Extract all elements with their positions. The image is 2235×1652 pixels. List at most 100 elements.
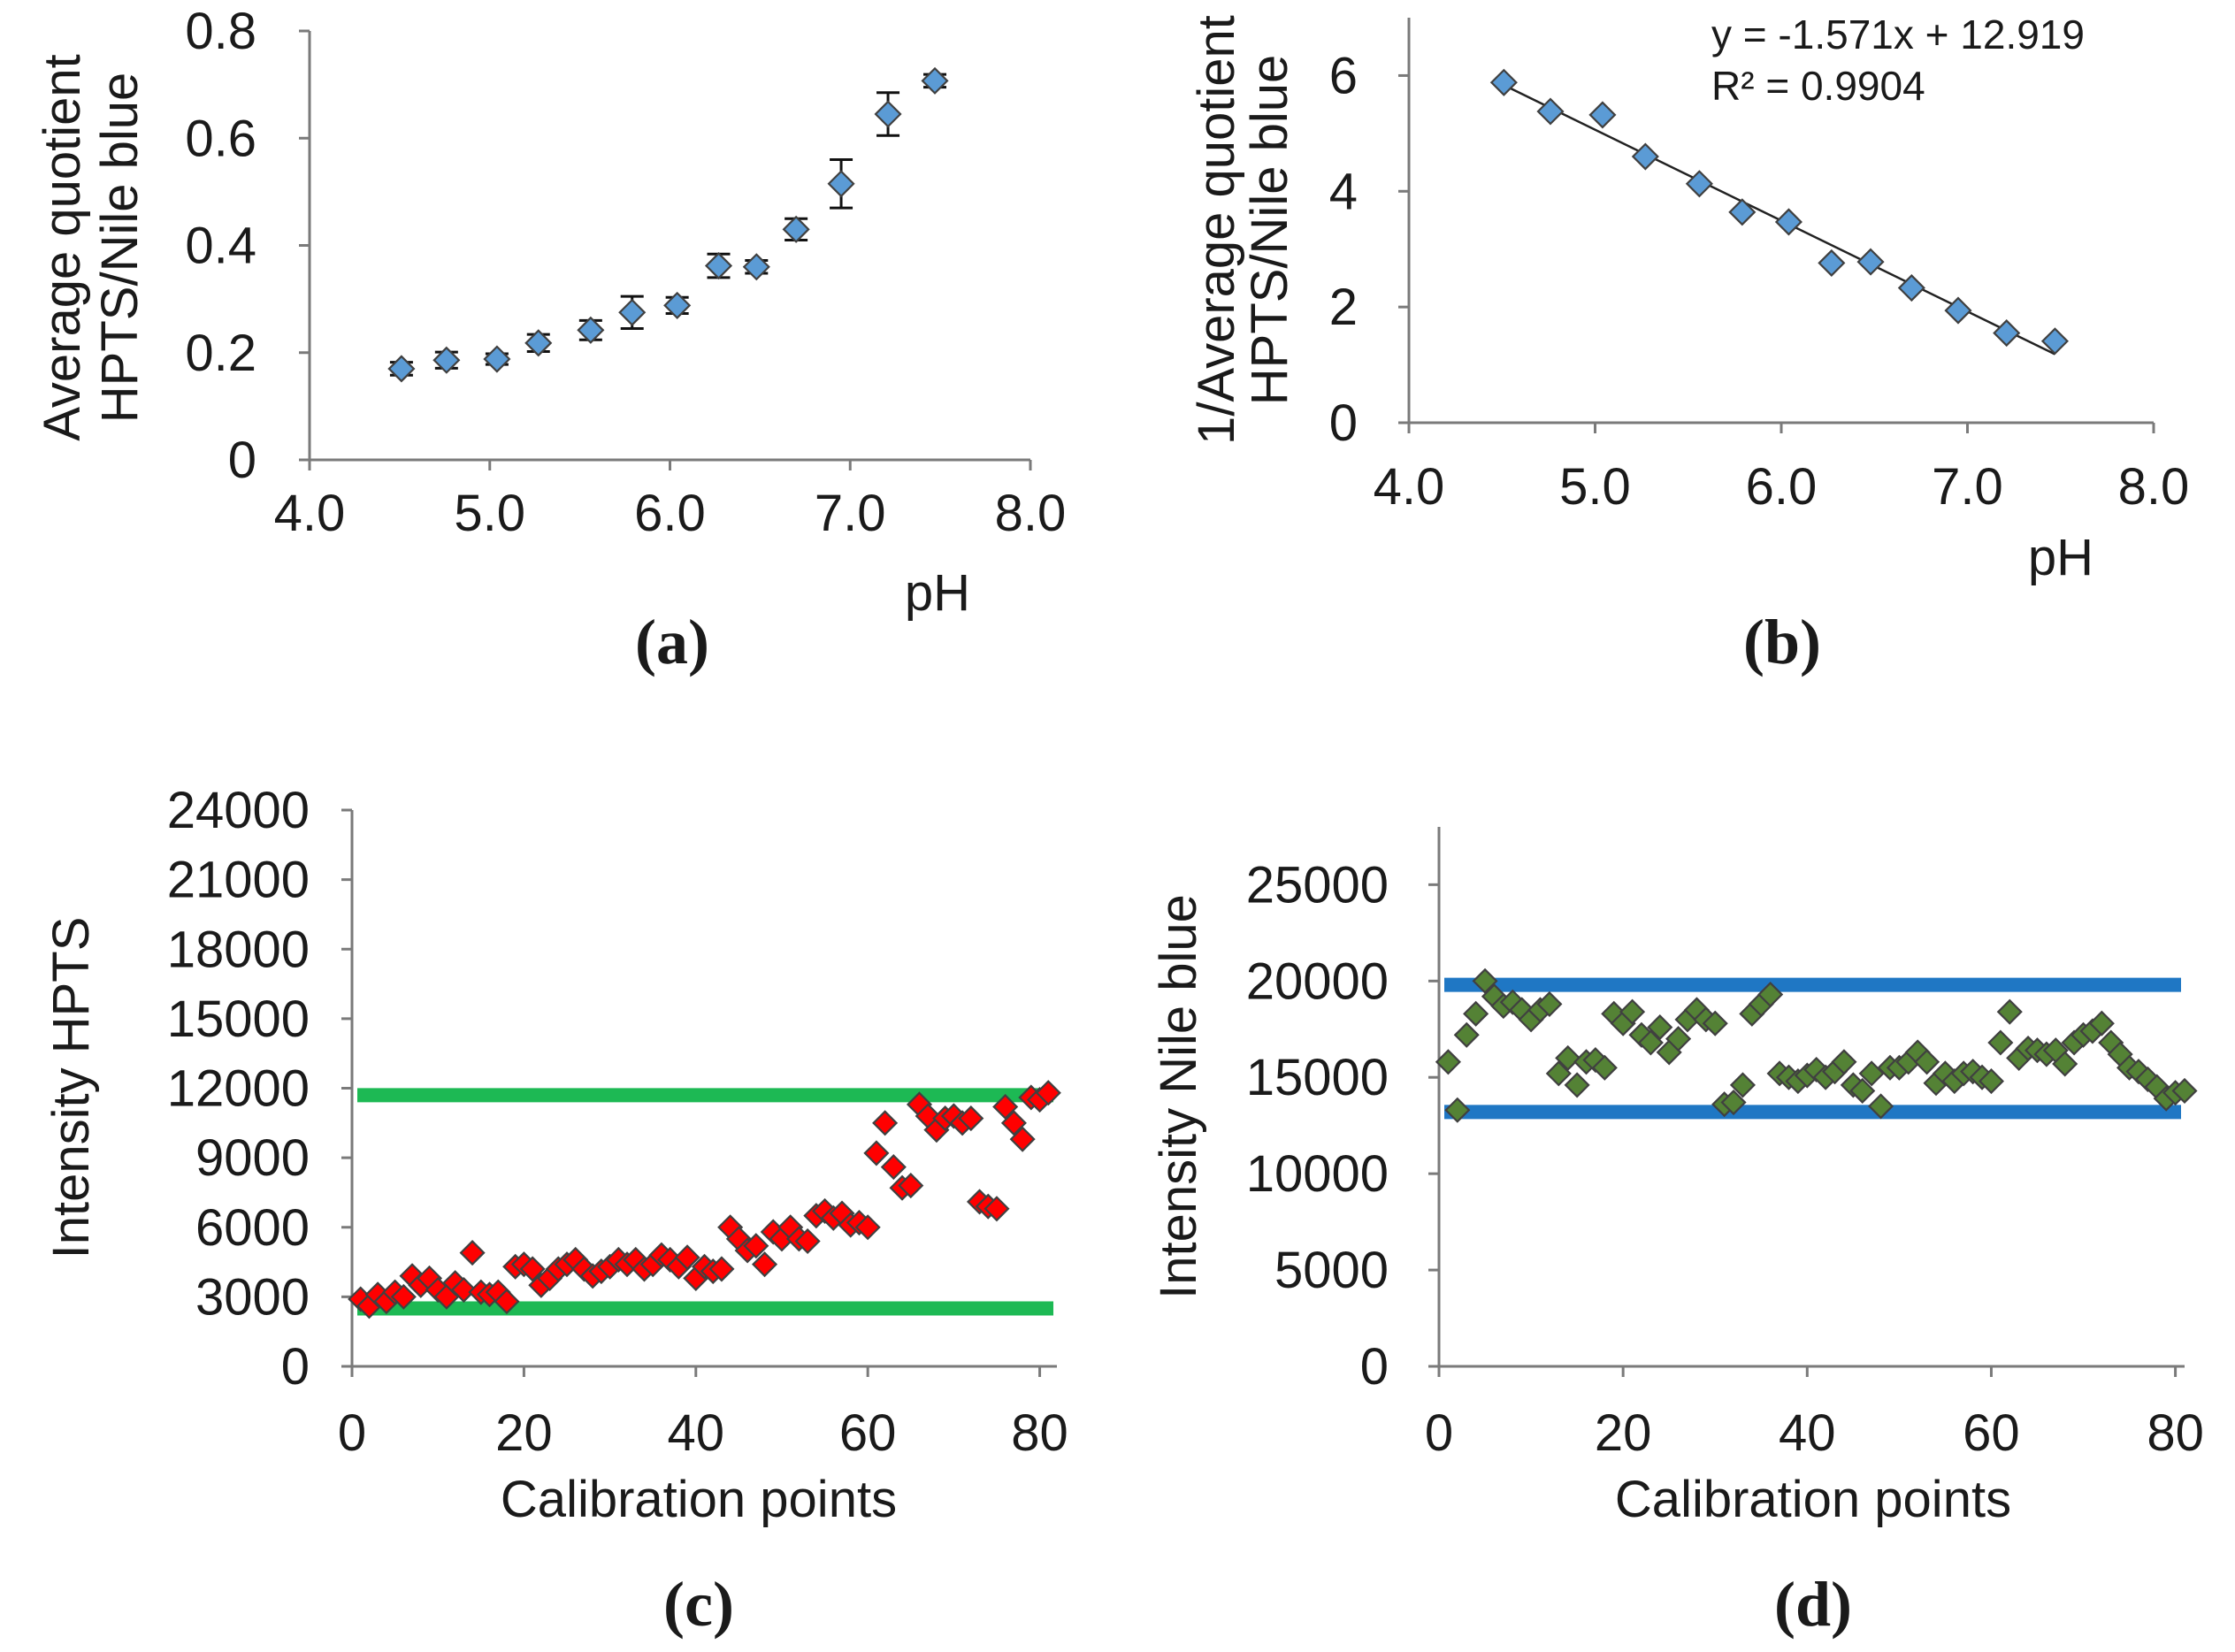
y-tick-label: 24000 xyxy=(167,782,310,839)
data-point xyxy=(1489,68,1518,96)
y-tick-label: 5000 xyxy=(1274,1242,1389,1299)
data-point xyxy=(1987,1029,2014,1056)
data-point xyxy=(494,1289,520,1315)
x-tick-label: 80 xyxy=(1011,1404,1068,1462)
data-point xyxy=(390,1283,417,1310)
data-point xyxy=(1444,1097,1471,1123)
x-tick-label: 5.0 xyxy=(454,485,525,542)
data-point xyxy=(387,355,416,383)
data-point xyxy=(674,1244,700,1271)
panel-label: (a) xyxy=(635,607,709,677)
panel-label: (d) xyxy=(1774,1569,1852,1640)
data-point xyxy=(1818,249,1846,277)
data-point xyxy=(984,1196,1010,1222)
data-point xyxy=(1996,998,2023,1025)
y-tick-label: 25000 xyxy=(1246,856,1389,914)
data-point xyxy=(782,215,810,243)
data-point xyxy=(921,66,949,95)
data-point xyxy=(1897,273,1925,302)
data-point xyxy=(1702,1010,1728,1036)
x-tick-label: 8.0 xyxy=(2118,458,2190,516)
data-point xyxy=(2052,1051,2078,1077)
y-tick-label: 4 xyxy=(1329,163,1358,220)
data-point xyxy=(1009,1126,1036,1152)
x-tick-label: 20 xyxy=(1595,1404,1652,1462)
y-tick-label: 0 xyxy=(281,1338,310,1396)
chart-panel-c: 0 3000 6000 9000 12000 15000 18000 21000 24000 0 2… xyxy=(42,782,1068,1640)
data-point xyxy=(880,1154,907,1181)
data-point xyxy=(1914,1049,1940,1075)
data-point xyxy=(1545,1060,1572,1087)
x-tick-label: 80 xyxy=(2147,1404,2204,1462)
data-point xyxy=(459,1240,486,1266)
data-point xyxy=(618,298,647,326)
x-tick-label: 40 xyxy=(1779,1404,1836,1462)
data-point xyxy=(1631,142,1659,171)
data-point xyxy=(1849,1077,1876,1105)
data-point xyxy=(1665,1026,1692,1052)
data-point xyxy=(1647,1014,1673,1041)
data-point xyxy=(483,345,511,373)
y-tick-label: 21000 xyxy=(167,852,310,909)
data-point xyxy=(1944,296,1972,325)
y-axis-title: 1/Average quotient xyxy=(1188,15,1245,445)
trendline-equation: R² = 0.9904 xyxy=(1711,63,1925,109)
panel-label: (c) xyxy=(663,1569,734,1640)
data-point xyxy=(1685,170,1713,198)
y-axis-title: Average quotient xyxy=(34,54,91,441)
data-point xyxy=(1729,1072,1757,1098)
chart-panel-b: 0 2 4 6 4.0 5.0 6.0 7.0 8.0 pH 1/Average quotientH… xyxy=(1188,11,2189,677)
x-axis-title: Calibration points xyxy=(1615,1471,2011,1528)
data-point xyxy=(872,1110,899,1136)
chart-panel-d: 0 5000 10000 15000 20000 25000 0 20 40 60 80 Calibr… xyxy=(1150,827,2204,1640)
x-tick-label: 8.0 xyxy=(995,485,1067,542)
y-tick-label: 15000 xyxy=(1246,1049,1389,1106)
data-point xyxy=(1720,1089,1747,1116)
data-point xyxy=(992,1093,1019,1120)
x-tick-label: 5.0 xyxy=(1559,458,1631,516)
data-point xyxy=(1591,1054,1618,1081)
x-tick-label: 60 xyxy=(839,1404,897,1462)
data-point xyxy=(524,329,553,357)
data-point xyxy=(450,1276,477,1304)
y-tick-label: 6000 xyxy=(195,1199,310,1257)
y-tick-label: 0 xyxy=(228,432,256,489)
x-tick-label: 60 xyxy=(1963,1404,2020,1462)
data-point xyxy=(958,1105,984,1132)
x-axis-title: Calibration points xyxy=(501,1471,897,1528)
y-tick-label: 6 xyxy=(1329,47,1358,104)
data-point xyxy=(743,1233,769,1259)
y-tick-label: 2 xyxy=(1329,279,1358,336)
y-tick-label: 0.8 xyxy=(185,3,256,60)
data-point xyxy=(1856,248,1885,276)
x-tick-label: 6.0 xyxy=(634,485,706,542)
data-point xyxy=(1472,967,1498,994)
data-point xyxy=(1588,101,1617,129)
trendline-equation: y = -1.571x + 12.919 xyxy=(1711,11,2085,57)
data-point xyxy=(2040,327,2069,356)
data-point xyxy=(1000,1110,1027,1136)
x-tick-label: 7.0 xyxy=(1932,458,2003,516)
data-point xyxy=(1435,1049,1461,1075)
y-axis-title: HPTS/Nile blue xyxy=(1241,55,1298,405)
y-tick-label: 0 xyxy=(1360,1338,1389,1396)
x-tick-label: 0 xyxy=(1425,1404,1453,1462)
data-point xyxy=(1993,319,2021,348)
data-point xyxy=(1978,1068,2004,1095)
y-tick-label: 0.2 xyxy=(185,325,256,382)
data-point xyxy=(1564,1072,1590,1098)
data-point xyxy=(1536,990,1563,1017)
y-tick-label: 0.6 xyxy=(185,110,256,167)
x-axis-title: pH xyxy=(2028,529,2093,586)
data-point xyxy=(1463,1000,1489,1027)
data-point xyxy=(2088,1010,2115,1036)
x-tick-label: 4.0 xyxy=(1374,458,1445,516)
data-point xyxy=(1728,198,1757,226)
x-tick-label: 20 xyxy=(495,1404,553,1462)
data-point xyxy=(1774,208,1803,236)
panel-label: (b) xyxy=(1743,607,1821,677)
data-point xyxy=(1453,1021,1480,1048)
data-point xyxy=(663,291,692,319)
data-point xyxy=(854,1214,881,1241)
